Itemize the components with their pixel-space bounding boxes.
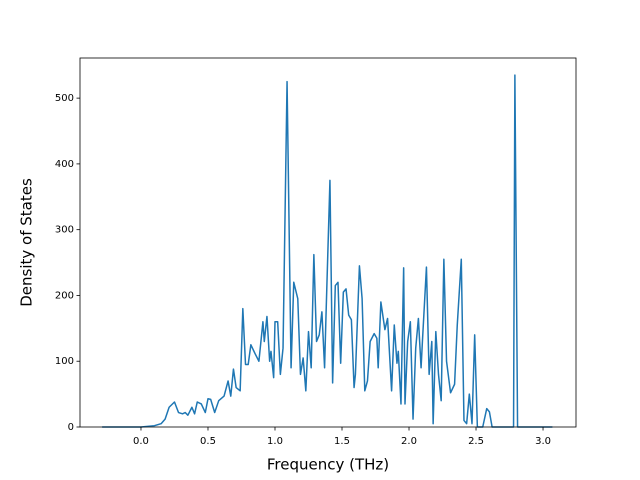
y-tick-label: 500 bbox=[55, 93, 74, 104]
plot-frame bbox=[79, 57, 577, 428]
x-axis-label: Frequency (THz) bbox=[267, 456, 389, 474]
y-tick-label: 200 bbox=[55, 290, 74, 301]
y-tick-label: 0 bbox=[68, 422, 74, 433]
x-tick-label: 0.0 bbox=[133, 436, 149, 447]
x-tick-label: 2.0 bbox=[401, 436, 417, 447]
y-axis-label: Density of States bbox=[18, 178, 36, 307]
data-line bbox=[102, 74, 553, 428]
y-tick-label: 400 bbox=[55, 159, 74, 170]
x-tick-label: 3.0 bbox=[535, 436, 551, 447]
y-tick-label: 300 bbox=[55, 225, 74, 236]
x-tick-label: 1.5 bbox=[334, 436, 350, 447]
x-tick-label: 2.5 bbox=[468, 436, 484, 447]
x-tick-label: 1.0 bbox=[267, 436, 283, 447]
y-tick-label: 100 bbox=[55, 356, 74, 367]
x-tick-label: 0.5 bbox=[200, 436, 216, 447]
